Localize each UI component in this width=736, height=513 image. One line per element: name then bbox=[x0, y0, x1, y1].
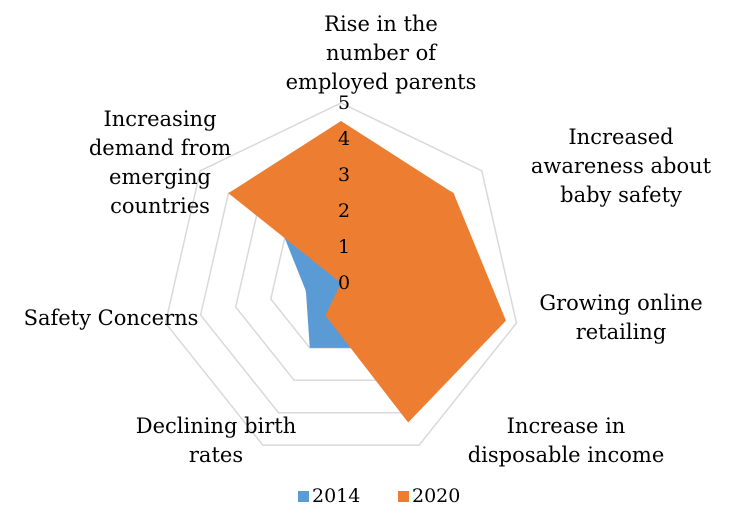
radial-tick-labels: 0 1 2 3 4 5 bbox=[338, 92, 350, 294]
series-area-2020 bbox=[228, 121, 506, 423]
category-label: Increasing demand from emerging countries bbox=[89, 107, 231, 218]
grid-ring bbox=[164, 102, 518, 446]
tick-label: 3 bbox=[338, 164, 350, 186]
series-layer bbox=[228, 121, 506, 423]
tick-label: 4 bbox=[338, 128, 350, 150]
category-labels: Rise in the number of employed parents Incr… bbox=[24, 12, 712, 467]
legend-swatch-2020 bbox=[398, 491, 409, 502]
legend-label: 2014 bbox=[312, 485, 360, 507]
category-label: Declining birth rates bbox=[136, 414, 297, 467]
tick-label: 5 bbox=[338, 92, 350, 114]
tick-label: 2 bbox=[338, 200, 350, 222]
category-label: Safety Concerns bbox=[24, 306, 199, 330]
legend-swatch-2014 bbox=[298, 491, 309, 502]
legend-label: 2020 bbox=[412, 485, 460, 507]
category-label: Growing online retailing bbox=[539, 291, 702, 344]
tick-label: 0 bbox=[338, 272, 350, 294]
category-label: Increased awareness about baby safety bbox=[531, 125, 712, 207]
tick-label: 1 bbox=[338, 236, 350, 258]
category-label: Rise in the number of employed parents bbox=[286, 12, 477, 94]
category-label: Increase in disposable income bbox=[468, 414, 665, 467]
legend: 2014 2020 bbox=[298, 485, 460, 507]
